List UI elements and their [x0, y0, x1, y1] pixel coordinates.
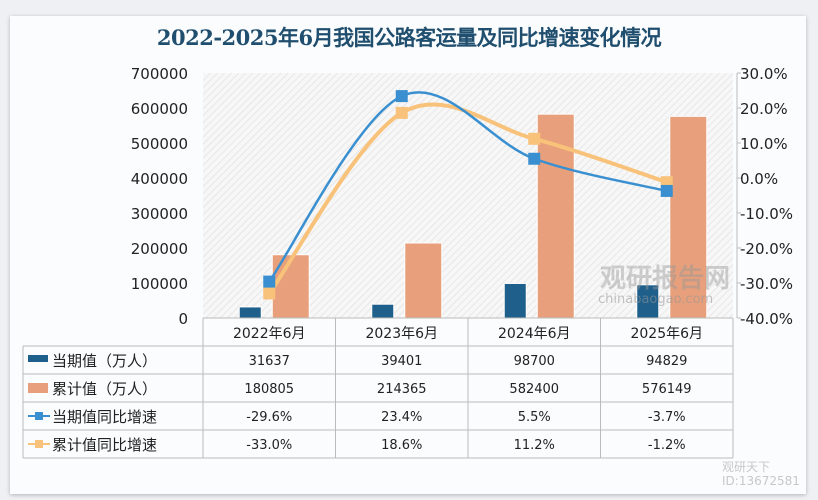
table-cell: 94829 — [646, 354, 687, 369]
table-cell: -33.0% — [246, 438, 292, 453]
right-tick-label: 0.0% — [740, 170, 778, 188]
marker-current-yoy — [528, 152, 541, 165]
watermark-logo: 观研报告网 — [600, 264, 731, 294]
left-tick-label: 500000 — [131, 135, 188, 153]
chart-title: 2022-2025年6月我国公路客运量及同比增速变化情况 — [156, 25, 662, 50]
category-label: 2024年6月 — [498, 326, 571, 342]
table-cell: 214365 — [377, 382, 427, 397]
bar-current — [238, 306, 262, 319]
left-tick-label: 600000 — [131, 100, 188, 118]
legend-marker — [35, 412, 43, 420]
table-cell: 31637 — [249, 354, 290, 369]
table-cell: 98700 — [514, 354, 555, 369]
corner-watermark-id: ID:13672581 — [722, 474, 800, 488]
table-cell: -29.6% — [246, 410, 292, 425]
legend-label: 当期值（万人） — [52, 352, 157, 370]
table-cell: 11.2% — [514, 438, 555, 453]
marker-cumulative-yoy — [263, 287, 276, 300]
left-tick-label: 300000 — [131, 205, 188, 223]
marker-current-yoy — [263, 275, 276, 288]
marker-cumulative-yoy — [395, 106, 408, 119]
bar-cumulative — [404, 242, 443, 319]
marker-current-yoy — [660, 184, 673, 197]
legend-label: 累计值（万人） — [52, 380, 157, 398]
table-cell: 18.6% — [381, 438, 422, 453]
table-cell: 39401 — [381, 354, 422, 369]
left-tick-label: 200000 — [131, 240, 188, 258]
right-tick-label: -40.0% — [740, 310, 793, 328]
right-tick-label: 30.0% — [740, 65, 788, 83]
right-tick-label: 20.0% — [740, 100, 788, 118]
category-label: 2023年6月 — [365, 326, 438, 342]
marker-cumulative-yoy — [528, 132, 541, 145]
marker-current-yoy — [395, 90, 408, 103]
corner-watermark-name: 观研天下 — [722, 460, 771, 474]
legend-label: 当期值同比增速 — [52, 408, 157, 426]
legend-swatch — [28, 383, 48, 393]
left-tick-label: 700000 — [131, 65, 188, 83]
line-cumulative-yoy — [267, 102, 668, 295]
right-tick-label: -30.0% — [740, 275, 793, 293]
left-tick-label: 100000 — [131, 275, 188, 293]
left-tick-label: 400000 — [131, 170, 188, 188]
bar-cumulative — [669, 115, 708, 319]
table-cell: 5.5% — [518, 410, 551, 425]
table-cell: -1.2% — [648, 438, 686, 453]
category-label: 2022年6月 — [233, 326, 306, 342]
right-tick-label: -10.0% — [740, 205, 793, 223]
table-cell: 576149 — [642, 382, 692, 397]
legend-marker — [35, 440, 43, 448]
table-cell: -3.7% — [648, 410, 686, 425]
table-cell: 23.4% — [381, 410, 422, 425]
legend-label: 累计值同比增速 — [52, 436, 157, 454]
category-label: 2025年6月 — [630, 326, 703, 342]
left-tick-label: 0 — [178, 310, 188, 328]
right-tick-label: 10.0% — [740, 135, 788, 153]
right-tick-label: -20.0% — [740, 240, 793, 258]
watermark-url: chinabaogao.com — [598, 292, 714, 307]
table-cell: 582400 — [509, 382, 559, 397]
bar-cumulative — [271, 254, 310, 319]
table-cell: 180805 — [244, 382, 294, 397]
bar-current — [371, 303, 395, 319]
line-current-yoy — [268, 91, 668, 283]
bar-current — [503, 282, 527, 319]
legend-swatch — [28, 355, 48, 362]
